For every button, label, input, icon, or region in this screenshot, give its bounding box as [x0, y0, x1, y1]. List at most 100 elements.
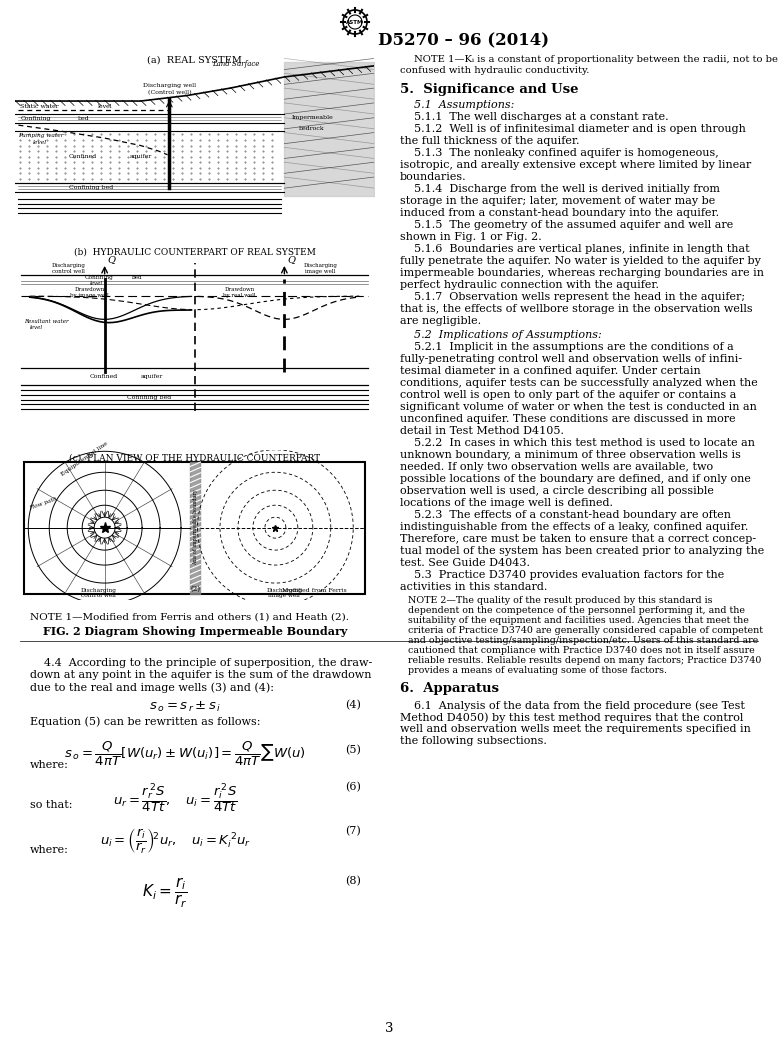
Text: $s_{\,o} = s_{\,r} \pm s_{\,i}$: $s_{\,o} = s_{\,r} \pm s_{\,i}$ — [149, 700, 221, 714]
Text: perfect hydraulic connection with the aquifer.: perfect hydraulic connection with the aq… — [400, 280, 659, 290]
Text: locations of the image well is defined.: locations of the image well is defined. — [400, 498, 613, 508]
Text: test. See Guide D4043.: test. See Guide D4043. — [400, 558, 530, 568]
Text: aquifer: aquifer — [130, 154, 152, 159]
Text: control well is open to only part of the aquifer or contains a: control well is open to only part of the… — [400, 390, 736, 400]
Text: fully-penetrating control well and observation wells of infini-: fully-penetrating control well and obser… — [400, 354, 742, 364]
Text: bedrock: bedrock — [299, 126, 324, 131]
Text: Equipotential line: Equipotential line — [60, 440, 108, 477]
Text: level: level — [33, 139, 47, 145]
Text: the following subsections.: the following subsections. — [400, 736, 547, 746]
Text: level: level — [30, 325, 43, 330]
Text: reliable results. Reliable results depend on many factors; Practice D3740: reliable results. Reliable results depen… — [408, 656, 762, 665]
Text: where:: where: — [30, 760, 69, 770]
Text: suitability of the equipment and facilities used. Agencies that meet the: suitability of the equipment and facilit… — [408, 616, 749, 625]
Text: level: level — [97, 104, 112, 109]
Text: D5270 – 96 (2014): D5270 – 96 (2014) — [378, 32, 549, 49]
Text: 5.1.6  Boundaries are vertical planes, infinite in length that: 5.1.6 Boundaries are vertical planes, in… — [414, 244, 750, 254]
Text: observation well is used, a circle describing all possible: observation well is used, a circle descr… — [400, 486, 714, 496]
Text: criteria of Practice D3740 are generally considered capable of competent: criteria of Practice D3740 are generally… — [408, 626, 763, 635]
Text: activities in this standard.: activities in this standard. — [400, 582, 548, 592]
Text: (4): (4) — [345, 700, 361, 710]
Text: 4.4  According to the principle of superposition, the draw-: 4.4 According to the principle of superp… — [44, 658, 372, 668]
Text: $s_{\,o} = \dfrac{Q}{4\pi T}\left[W(u_r) \pm W(u_i)\right] = \dfrac{Q}{4\pi T}\s: $s_{\,o} = \dfrac{Q}{4\pi T}\left[W(u_r)… — [64, 740, 306, 768]
Text: 5.1  Assumptions:: 5.1 Assumptions: — [414, 100, 514, 110]
Text: fully penetrate the aquifer. No water is yielded to the aquifer by: fully penetrate the aquifer. No water is… — [400, 256, 761, 266]
Text: 3: 3 — [385, 1022, 393, 1035]
Text: impermeable boundaries, whereas recharging boundaries are in: impermeable boundaries, whereas rechargi… — [400, 268, 764, 278]
Text: the full thickness of the aquifer.: the full thickness of the aquifer. — [400, 136, 580, 146]
Text: Method D4050) by this test method requires that the control: Method D4050) by this test method requir… — [400, 712, 743, 722]
Text: (6): (6) — [345, 782, 361, 792]
Text: 5.  Significance and Use: 5. Significance and Use — [400, 83, 579, 96]
Text: Drawdown
by real well: Drawdown by real well — [223, 287, 256, 298]
Text: Q: Q — [107, 255, 116, 263]
Text: unconfined aquifer. These conditions are discussed in more: unconfined aquifer. These conditions are… — [400, 414, 736, 424]
Text: Modified from Ferris: Modified from Ferris — [282, 588, 347, 593]
Text: Equation (5) can be rewritten as follows:: Equation (5) can be rewritten as follows… — [30, 716, 261, 727]
Text: $u_r = \dfrac{r_r^{\,2}S}{4Tt},\quad u_i = \dfrac{r_i^{\,2}S}{4Tt}$: $u_r = \dfrac{r_r^{\,2}S}{4Tt},\quad u_i… — [113, 782, 237, 815]
Text: induced from a constant-head boundary into the aquifer.: induced from a constant-head boundary in… — [400, 208, 719, 218]
Text: 5.1.2  Well is of infinitesimal diameter and is open through: 5.1.2 Well is of infinitesimal diameter … — [414, 124, 746, 134]
Text: $u_i = \left(\dfrac{r_i}{r_r}\right)^{\!2} u_r,\quad u_i = K_i^{\,2}u_r$: $u_i = \left(\dfrac{r_i}{r_r}\right)^{\!… — [100, 826, 251, 855]
Text: dependent on the competence of the personnel performing it, and the: dependent on the competence of the perso… — [408, 606, 745, 615]
Text: detail in Test Method D4105.: detail in Test Method D4105. — [400, 426, 564, 436]
Text: indistinguishable from the effects of a leaky, confined aquifer.: indistinguishable from the effects of a … — [400, 522, 748, 532]
Text: Discharging
control well: Discharging control well — [52, 263, 86, 274]
Text: Drawdown
by image well: Drawdown by image well — [70, 287, 109, 298]
Text: (8): (8) — [345, 875, 361, 886]
Text: NOTE 1—Kᵢ is a constant of proportionality between the radii, not to be: NOTE 1—Kᵢ is a constant of proportionali… — [414, 55, 778, 64]
Text: 5.1.7  Observation wells represent the head in the aquifer;: 5.1.7 Observation wells represent the he… — [414, 291, 745, 302]
Text: cautioned that compliance with Practice D3740 does not in itself assure: cautioned that compliance with Practice … — [408, 646, 755, 655]
Text: Impermeable: Impermeable — [292, 116, 333, 120]
Text: (5): (5) — [345, 745, 361, 756]
Text: Discharging well: Discharging well — [143, 83, 196, 88]
Text: tual model of the system has been created prior to analyzing the: tual model of the system has been create… — [400, 545, 764, 556]
Text: 5.3  Practice D3740 provides evaluation factors for the: 5.3 Practice D3740 provides evaluation f… — [414, 570, 724, 580]
Text: $K_i = \dfrac{r_i}{r_r}$: $K_i = \dfrac{r_i}{r_r}$ — [142, 875, 187, 910]
Text: bed: bed — [132, 275, 143, 280]
Text: Discharging
image well: Discharging image well — [266, 587, 303, 599]
Text: FIG. 2 Diagram Showing Impermeable Boundary: FIG. 2 Diagram Showing Impermeable Bound… — [43, 626, 347, 637]
Text: Confining: Confining — [20, 117, 51, 121]
Text: Axis of impermeable boundary: Axis of impermeable boundary — [193, 490, 198, 565]
Text: 5.2.3  The effects of a constant-head boundary are often: 5.2.3 The effects of a constant-head bou… — [414, 510, 731, 520]
Text: (b)  HYDRAULIC COUNTERPART OF REAL SYSTEM: (b) HYDRAULIC COUNTERPART OF REAL SYSTEM — [74, 248, 315, 256]
Text: 6.  Apparatus: 6. Apparatus — [400, 682, 499, 695]
Text: well and observation wells meet the requirements specified in: well and observation wells meet the requ… — [400, 723, 751, 734]
Text: (a)  REAL SYSTEM: (a) REAL SYSTEM — [147, 55, 242, 65]
Text: (Control well): (Control well) — [148, 91, 191, 96]
Text: tesimal diameter in a confined aquifer. Under certain: tesimal diameter in a confined aquifer. … — [400, 366, 701, 376]
Text: and objective testing/sampling/inspection/etc. Users of this standard are: and objective testing/sampling/inspectio… — [408, 636, 759, 645]
Text: 5.1.4  Discharge from the well is derived initially from: 5.1.4 Discharge from the well is derived… — [414, 184, 720, 194]
Text: isotropic, and areally extensive except where limited by linear: isotropic, and areally extensive except … — [400, 160, 752, 170]
Text: shown in Fig. 1 or Fig. 2.: shown in Fig. 1 or Fig. 2. — [400, 232, 541, 242]
Text: unknown boundary, a minimum of three observation wells is: unknown boundary, a minimum of three obs… — [400, 450, 741, 460]
Text: provides a means of evaluating some of those factors.: provides a means of evaluating some of t… — [408, 666, 667, 675]
Text: ASTM: ASTM — [346, 20, 364, 25]
Text: (7): (7) — [345, 826, 361, 836]
Text: 5.2.1  Implicit in the assumptions are the conditions of a: 5.2.1 Implicit in the assumptions are th… — [414, 342, 734, 352]
Text: confused with hydraulic conductivity.: confused with hydraulic conductivity. — [400, 66, 590, 75]
Text: 6.1  Analysis of the data from the field procedure (see Test: 6.1 Analysis of the data from the field … — [414, 700, 745, 711]
Text: down at any point in the aquifer is the sum of the drawdown: down at any point in the aquifer is the … — [30, 670, 372, 680]
Text: due to the real and image wells (3) and (4):: due to the real and image wells (3) and … — [30, 682, 274, 692]
Text: boundaries.: boundaries. — [400, 172, 467, 182]
Text: (c)  PLAN VIEW OF THE HYDRAULIC COUNTERPART: (c) PLAN VIEW OF THE HYDRAULIC COUNTERPA… — [69, 454, 320, 462]
Text: Static water: Static water — [20, 104, 59, 109]
Text: (2): (2) — [190, 585, 200, 593]
Text: Discharging
image well: Discharging image well — [303, 263, 337, 274]
Text: so that:: so that: — [30, 799, 72, 810]
Text: possible locations of the boundary are defined, and if only one: possible locations of the boundary are d… — [400, 474, 751, 484]
Text: needed. If only two observation wells are available, two: needed. If only two observation wells ar… — [400, 462, 713, 472]
Text: Confining bed: Confining bed — [128, 395, 172, 400]
Text: Resultant water: Resultant water — [24, 320, 68, 325]
Text: NOTE 2—The quality of the result produced by this standard is: NOTE 2—The quality of the result produce… — [408, 596, 713, 605]
Text: 5.1.1  The well discharges at a constant rate.: 5.1.1 The well discharges at a constant … — [414, 112, 668, 122]
Text: 5.1.5  The geometry of the assumed aquifer and well are: 5.1.5 The geometry of the assumed aquife… — [414, 220, 733, 230]
Text: Q: Q — [287, 255, 296, 263]
Text: are negligible.: are negligible. — [400, 316, 481, 326]
Text: Therefore, care must be taken to ensure that a correct concep-: Therefore, care must be taken to ensure … — [400, 534, 756, 544]
Text: level: level — [89, 280, 103, 285]
Text: where:: where: — [30, 845, 69, 855]
Text: storage in the aquifer; later, movement of water may be: storage in the aquifer; later, movement … — [400, 196, 715, 206]
